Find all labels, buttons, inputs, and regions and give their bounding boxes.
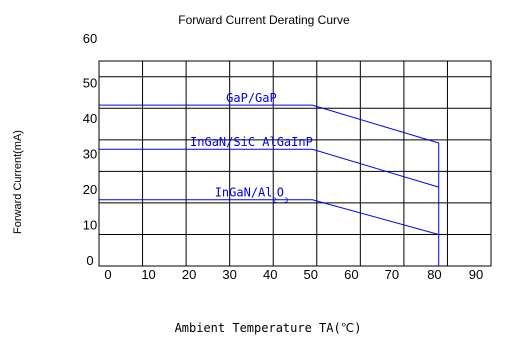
series-line: [99, 199, 439, 235]
series-label: GaP/GaP: [226, 91, 277, 105]
y-tick-label: 0: [86, 253, 93, 268]
y-tick-label: 20: [83, 182, 97, 197]
x-tick-label: 80: [427, 267, 441, 282]
y-tick-label: 60: [83, 31, 97, 46]
y-tick-label: 10: [83, 218, 97, 233]
series-label-base: O: [277, 186, 284, 200]
series-label-base: InGaN/Al: [215, 186, 273, 200]
series-label: InGaN/Al2O3: [215, 186, 288, 205]
series-lines: [99, 104, 440, 266]
x-tick-label: 60: [344, 267, 358, 282]
x-tick-label: 10: [141, 267, 155, 282]
x-tick-labels: 0 10 20 30 40 50 60 70 80 90: [104, 267, 483, 282]
plot-frame: [98, 60, 492, 267]
y-tick-label: 30: [83, 147, 97, 162]
chart-title: Forward Current Derating Curve: [178, 13, 350, 27]
series-label-subscript: 2: [273, 197, 277, 205]
x-tick-label: 70: [385, 267, 399, 282]
x-tick-label: 0: [104, 267, 111, 282]
y-tick-labels: 60 50 40 30 20 10 0: [83, 31, 97, 268]
chart-grid: [99, 61, 491, 266]
x-tick-label: 40: [263, 267, 277, 282]
x-tick-label: 20: [182, 267, 196, 282]
x-tick-label: 50: [304, 267, 318, 282]
series-labels: GaP/GaP InGaN/SiC AlGaInP InGaN/Al2O3: [190, 91, 313, 205]
x-tick-label: 30: [222, 267, 236, 282]
y-tick-label: 40: [83, 111, 97, 126]
x-axis-label: Ambient Temperature TA(℃): [175, 321, 362, 335]
series-label: InGaN/SiC AlGaInP: [190, 135, 313, 149]
series-line: [99, 148, 439, 188]
series-label-subscript: 3: [284, 197, 288, 205]
series-line: [99, 104, 440, 266]
y-tick-label: 50: [83, 76, 97, 91]
y-axis-label: Forward Current(mA): [12, 130, 24, 234]
x-tick-label: 90: [469, 267, 483, 282]
